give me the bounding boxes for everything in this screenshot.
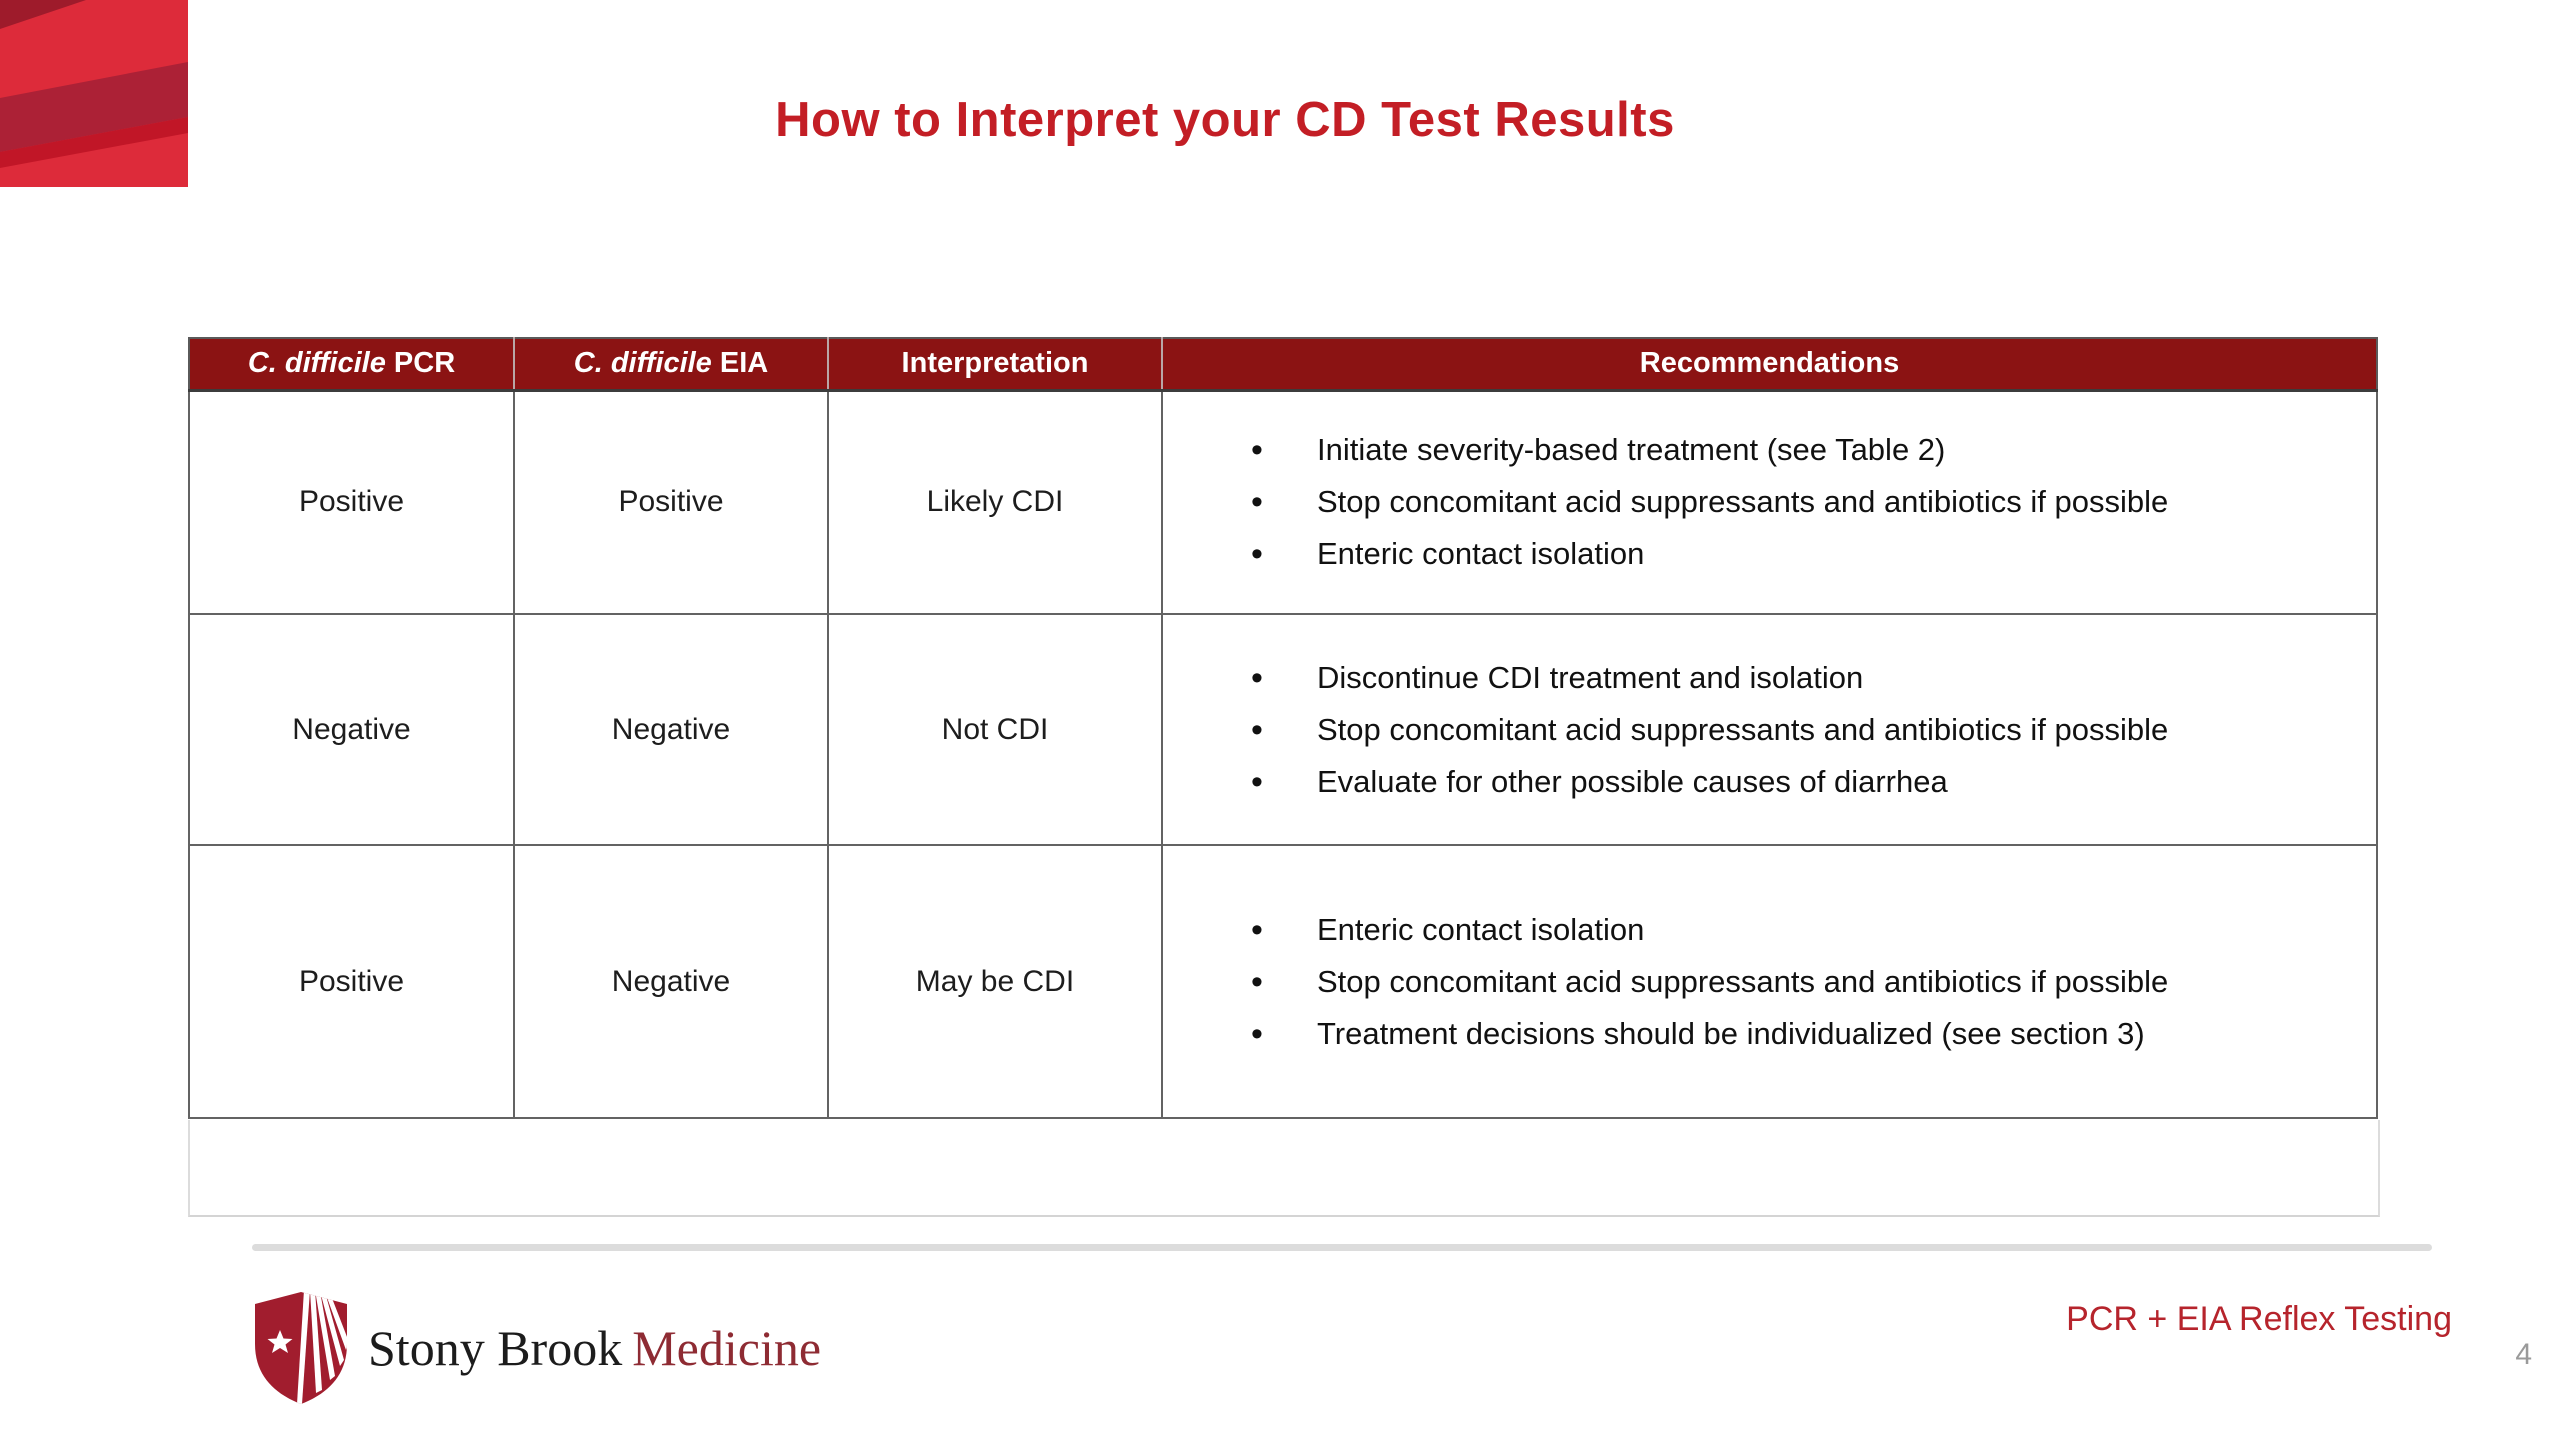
recommendation-text: Enteric contact isolation: [1317, 911, 1645, 947]
recommendation-text: Enteric contact isolation: [1317, 536, 1645, 572]
recommendations-cell: • Discontinue CDI treatment and isolation…: [1161, 613, 2378, 846]
recommendations-cell: • Initiate severity-based treatment (see …: [1161, 389, 2378, 615]
table-row: Positive Negative May be CDI • Enteric co…: [188, 844, 2378, 1119]
interpretation-cell: Likely CDI: [827, 389, 1163, 615]
header-cd-eia: C. difficile EIA: [514, 337, 829, 392]
logo-text-medicine: Medicine: [632, 1320, 822, 1376]
header-interpretation-label: Interpretation: [901, 347, 1089, 380]
list-item: • Treatment decisions should be individua…: [1251, 1008, 2366, 1060]
recommendation-text: Stop concomitant acid suppressants and a…: [1317, 711, 2169, 747]
logo-wordmark: Stony Brook Medicine: [368, 1319, 821, 1377]
bullet-icon: •: [1251, 910, 1263, 949]
list-item: • Stop concomitant acid suppressants and …: [1251, 704, 2366, 756]
logo-text-stony-brook: Stony Brook: [368, 1320, 623, 1376]
bullet-icon: •: [1251, 431, 1263, 470]
list-item: • Enteric contact isolation: [1251, 528, 2366, 580]
recommendations-cell: • Enteric contact isolation • Stop concomi…: [1161, 844, 2378, 1119]
recommendation-text: Evaluate for other possible causes of di…: [1317, 763, 1948, 799]
shield-icon: [255, 1292, 347, 1404]
interpretation-cell: May be CDI: [827, 844, 1163, 1119]
recommendations-list: • Discontinue CDI treatment and isolation…: [1163, 642, 2376, 818]
stony-brook-medicine-logo: Stony Brook Medicine: [250, 1290, 821, 1406]
recommendation-text: Treatment decisions should be individual…: [1317, 1015, 2145, 1051]
table-row: Positive Positive Likely CDI • Initiate s…: [188, 389, 2378, 615]
cd-results-table: C. difficile PCR C. difficile EIA Interp…: [188, 337, 2378, 1119]
list-item: • Evaluate for other possible causes of d…: [1251, 756, 2366, 808]
pcr-result-cell: Negative: [188, 613, 515, 846]
empty-table-strip: [188, 1120, 2380, 1217]
recommendation-text: Discontinue CDI treatment and isolation: [1317, 659, 1864, 695]
header-recommendations-label: Recommendations: [1639, 347, 1900, 380]
table-row: Negative Negative Not CDI • Discontinue C…: [188, 613, 2378, 846]
header-recommendations: Recommendations: [1162, 337, 2378, 392]
page-title: How to Interpret your CD Test Results: [775, 93, 1675, 147]
corner-decoration-graphic: [0, 0, 188, 187]
eia-result-cell: Positive: [513, 389, 829, 615]
header-cd-pcr-suffix: PCR: [385, 347, 456, 380]
bullet-icon: •: [1251, 762, 1263, 801]
pcr-result-cell: Positive: [188, 844, 515, 1119]
recommendations-list: • Initiate severity-based treatment (see …: [1163, 414, 2376, 590]
list-item: • Discontinue CDI treatment and isolation: [1251, 652, 2366, 704]
list-item: • Enteric contact isolation: [1251, 904, 2366, 956]
interpretation-cell: Not CDI: [827, 613, 1163, 846]
recommendation-text: Stop concomitant acid suppressants and a…: [1317, 484, 2169, 520]
bullet-icon: •: [1251, 483, 1263, 522]
bullet-icon: •: [1251, 658, 1263, 697]
eia-result-cell: Negative: [513, 844, 829, 1119]
pcr-result-cell: Positive: [188, 389, 515, 615]
header-interpretation: Interpretation: [828, 337, 1163, 392]
list-item: • Stop concomitant acid suppressants and …: [1251, 476, 2366, 528]
bullet-icon: •: [1251, 962, 1263, 1001]
page-number: 4: [2515, 1338, 2532, 1371]
recommendations-list: • Enteric contact isolation • Stop concomi…: [1163, 894, 2376, 1070]
header-cd-pcr-species: C. difficile: [247, 347, 386, 380]
eia-result-cell: Negative: [513, 613, 829, 846]
bullet-icon: •: [1251, 710, 1263, 749]
recommendation-text: Initiate severity-based treatment (see T…: [1317, 432, 1946, 468]
list-item: • Initiate severity-based treatment (see …: [1251, 424, 2366, 476]
recommendation-text: Stop concomitant acid suppressants and a…: [1317, 963, 2169, 999]
bullet-icon: •: [1251, 535, 1263, 574]
table-header-row: C. difficile PCR C. difficile EIA Interp…: [188, 337, 2378, 392]
list-item: • Stop concomitant acid suppressants and …: [1251, 956, 2366, 1008]
footer-tagline: PCR + EIA Reflex Testing: [2066, 1300, 2452, 1338]
results-table-container: C. difficile PCR C. difficile EIA Interp…: [188, 337, 2378, 1119]
header-cd-eia-suffix: EIA: [711, 347, 769, 380]
header-cd-pcr: C. difficile PCR: [188, 337, 515, 392]
bullet-icon: •: [1251, 1014, 1263, 1053]
footer-divider: [252, 1244, 2432, 1251]
header-cd-eia-species: C. difficile: [573, 347, 712, 380]
